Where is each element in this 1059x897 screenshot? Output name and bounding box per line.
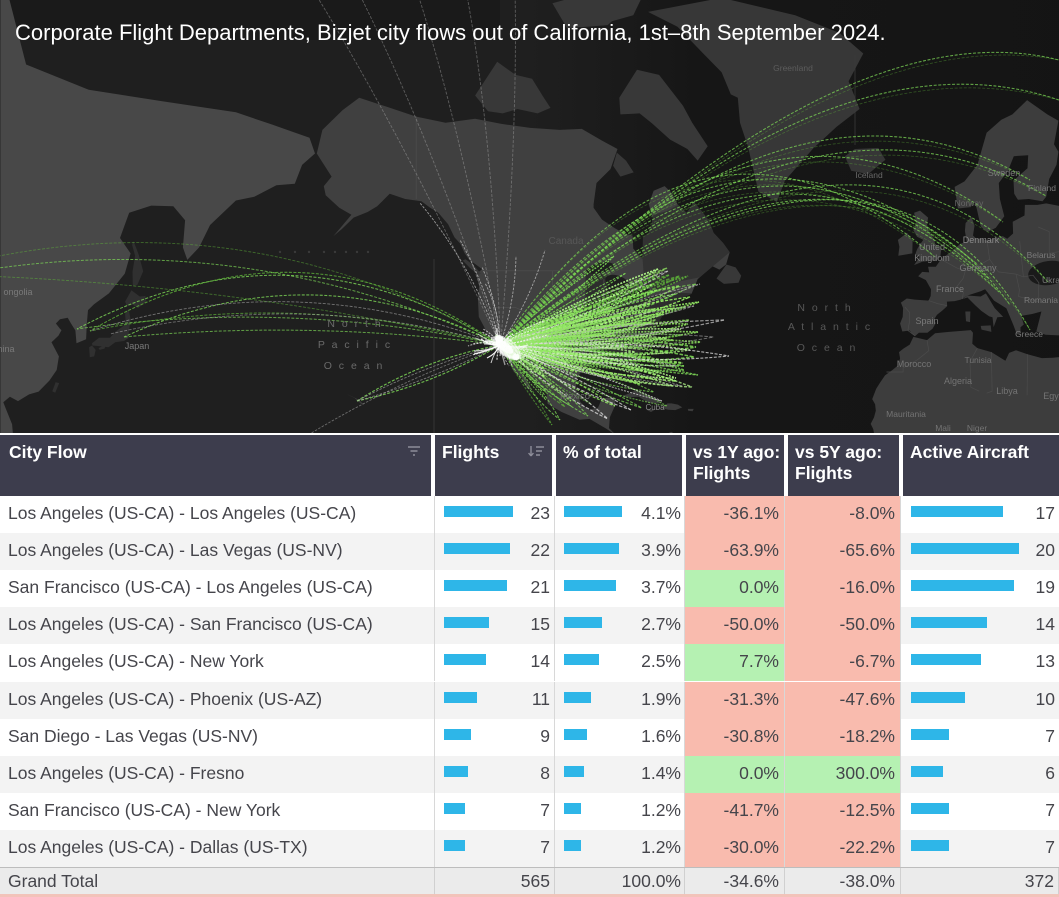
svg-text:N o r t h: N o r t h [327, 318, 382, 330]
svg-text:Germany: Germany [959, 263, 997, 273]
svg-text:Mali: Mali [935, 423, 951, 433]
svg-text:O c e a n: O c e a n [324, 360, 385, 372]
svg-text:N o r t h: N o r t h [797, 302, 852, 314]
svg-text:Greece: Greece [1015, 329, 1043, 339]
svg-text:P a c i f i c: P a c i f i c [318, 339, 392, 351]
svg-text:Ukra: Ukra [1042, 275, 1059, 285]
svg-text:Mauritania: Mauritania [886, 409, 926, 419]
svg-text:Denmark: Denmark [963, 235, 1000, 245]
svg-text:Libya: Libya [996, 386, 1018, 396]
svg-text:Finland: Finland [1028, 183, 1056, 193]
svg-text:Tunisia: Tunisia [964, 355, 991, 365]
svg-text:Norway: Norway [955, 198, 985, 208]
svg-text:Niger: Niger [967, 423, 987, 433]
svg-text:Greenland: Greenland [773, 63, 813, 73]
svg-text:Spain: Spain [915, 316, 938, 326]
svg-text:United: United [919, 242, 945, 252]
svg-text:Algeria: Algeria [944, 376, 972, 386]
svg-text:O c e a n: O c e a n [797, 342, 858, 354]
svg-text:Canada: Canada [548, 236, 583, 247]
svg-text:Japan: Japan [125, 341, 150, 351]
svg-text:Mexico: Mexico [560, 391, 590, 402]
svg-text:Romania: Romania [1024, 295, 1058, 305]
svg-text:Egy: Egy [1043, 391, 1059, 401]
svg-text:hina: hina [0, 344, 15, 354]
svg-text:A t l a n t i c: A t l a n t i c [788, 321, 872, 333]
svg-text:Cuba: Cuba [645, 403, 665, 412]
svg-text:Iceland: Iceland [855, 170, 883, 180]
svg-text:ongolia: ongolia [3, 287, 32, 297]
svg-text:Sweden: Sweden [988, 168, 1021, 178]
svg-text:Kingdom: Kingdom [914, 253, 950, 263]
svg-text:Morocco: Morocco [897, 359, 932, 369]
svg-text:France: France [936, 284, 964, 294]
svg-text:Belarus: Belarus [1027, 250, 1056, 260]
